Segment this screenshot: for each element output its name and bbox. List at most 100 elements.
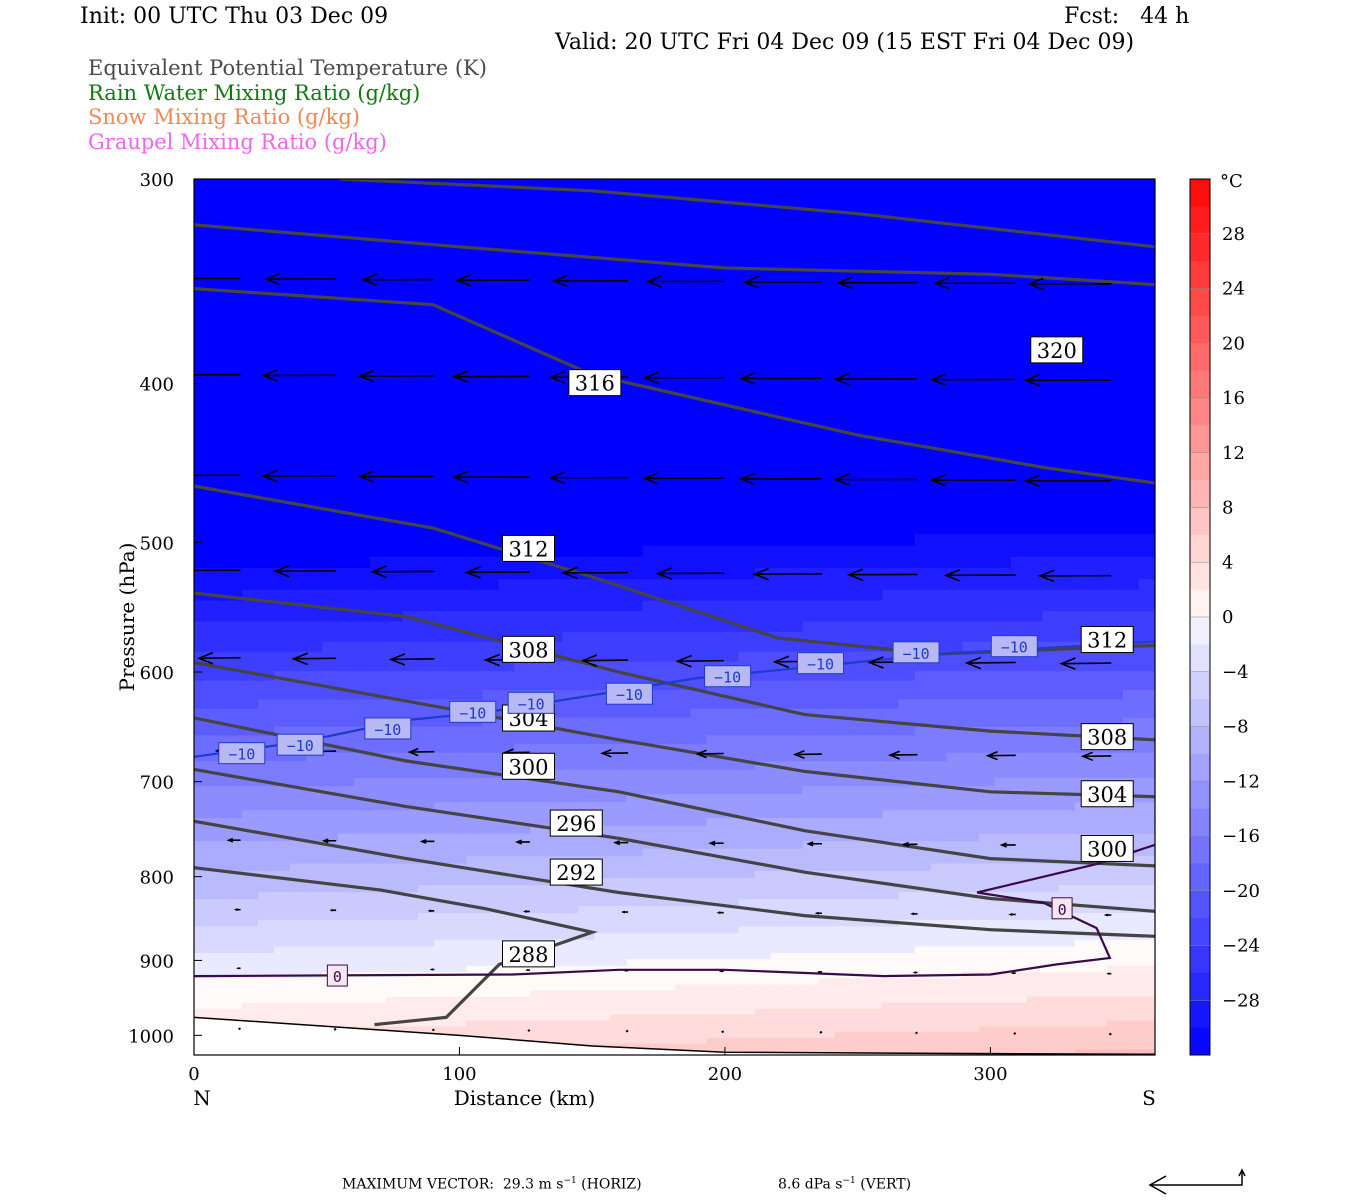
shading-cell <box>530 197 547 217</box>
shading-cell <box>722 761 740 771</box>
shading-cell <box>210 863 227 872</box>
shading-cell <box>434 234 451 253</box>
shading-cell <box>466 568 483 580</box>
shading-cell <box>594 744 611 754</box>
shading-cell <box>402 848 419 857</box>
shading-cell <box>322 833 339 842</box>
shading-cell <box>242 726 259 736</box>
shading-cell <box>1042 251 1060 270</box>
shading-cell <box>338 473 355 487</box>
shading-cell <box>1010 1002 1028 1010</box>
shading-cell <box>930 708 948 719</box>
shading-cell <box>210 1014 227 1022</box>
shading-cell <box>258 661 275 672</box>
shading-cell <box>338 841 355 850</box>
shading-cell <box>418 818 435 827</box>
shading-cell <box>674 926 692 934</box>
shading-cell <box>1042 863 1060 872</box>
shading-cell <box>354 786 371 795</box>
shading-cell <box>882 510 900 523</box>
shading-cell <box>722 1008 740 1016</box>
shading-cell <box>802 848 820 857</box>
shading-cell <box>354 348 371 365</box>
shading-cell <box>738 833 756 842</box>
shading-cell <box>546 447 563 461</box>
shading-cell <box>1074 216 1092 235</box>
shading-cell <box>386 522 403 535</box>
shading-cell <box>290 579 307 591</box>
shading-cell <box>466 990 483 998</box>
shading-cell <box>610 522 627 535</box>
shading-cell <box>306 919 323 928</box>
shading-cell <box>1010 802 1028 811</box>
shading-cell <box>978 778 996 787</box>
shading-cell <box>578 179 595 199</box>
shading-cell <box>530 1020 547 1027</box>
shading-cell <box>258 485 275 499</box>
shading-cell <box>946 302 964 319</box>
shading-cell <box>770 856 788 865</box>
shading-cell <box>818 990 836 998</box>
shading-cell <box>530 990 547 998</box>
shading-cell <box>882 1043 900 1050</box>
shading-cell <box>562 216 579 235</box>
shading-cell <box>658 863 676 872</box>
shading-cell <box>658 533 676 546</box>
shading-cell <box>610 892 627 900</box>
shading-cell <box>482 802 499 811</box>
shading-cell <box>434 996 451 1004</box>
shading-cell <box>258 510 275 523</box>
shading-cell <box>978 769 996 779</box>
shading-cell <box>386 926 403 934</box>
shading-cell <box>514 818 531 827</box>
shading-cell <box>194 990 211 998</box>
shading-cell <box>290 933 307 941</box>
shading-cell <box>290 959 307 967</box>
shading-cell <box>290 913 307 921</box>
shading-cell <box>642 810 660 819</box>
shading-cell <box>802 197 820 217</box>
shading-cell <box>802 952 820 960</box>
shading-cell <box>738 447 756 461</box>
shading-cell <box>530 661 547 672</box>
shading-cell <box>834 841 852 850</box>
shading-cell <box>706 1032 724 1039</box>
shading-cell <box>914 460 932 474</box>
shading-cell <box>610 726 627 736</box>
shading-cell <box>946 671 964 682</box>
shading-cell <box>994 978 1012 985</box>
shading-cell <box>578 579 595 591</box>
shading-cell <box>882 533 900 546</box>
shading-cell <box>706 234 724 253</box>
shading-cell <box>322 269 339 287</box>
shading-cell <box>370 952 387 960</box>
shading-cell <box>626 984 644 992</box>
shading-cell <box>690 1032 708 1039</box>
shading-cell <box>482 556 499 569</box>
shading-cell <box>962 251 980 270</box>
shading-cell <box>482 589 499 602</box>
shading-cell <box>1058 863 1076 872</box>
shading-cell <box>210 406 227 422</box>
shading-cell <box>834 498 852 511</box>
shading-cell <box>386 892 403 900</box>
shading-cell <box>354 761 371 771</box>
shading-cell <box>706 717 724 728</box>
shading-cell <box>274 794 291 803</box>
shading-cell <box>770 269 788 287</box>
shading-cell <box>594 752 611 762</box>
shading-cell <box>1026 996 1044 1004</box>
shading-cell <box>274 708 291 719</box>
shading-cell <box>450 794 467 803</box>
shading-cell <box>434 498 451 511</box>
shading-cell <box>898 984 916 992</box>
shading-cell <box>642 485 660 499</box>
shading-cell <box>242 863 259 872</box>
shading-cell <box>834 939 852 947</box>
shading-cell <box>546 965 563 973</box>
shading-cell <box>562 460 579 474</box>
shading-cell <box>322 892 339 900</box>
shading-cell <box>402 810 419 819</box>
shading-cell <box>914 752 932 762</box>
shading-cell <box>834 1026 852 1033</box>
